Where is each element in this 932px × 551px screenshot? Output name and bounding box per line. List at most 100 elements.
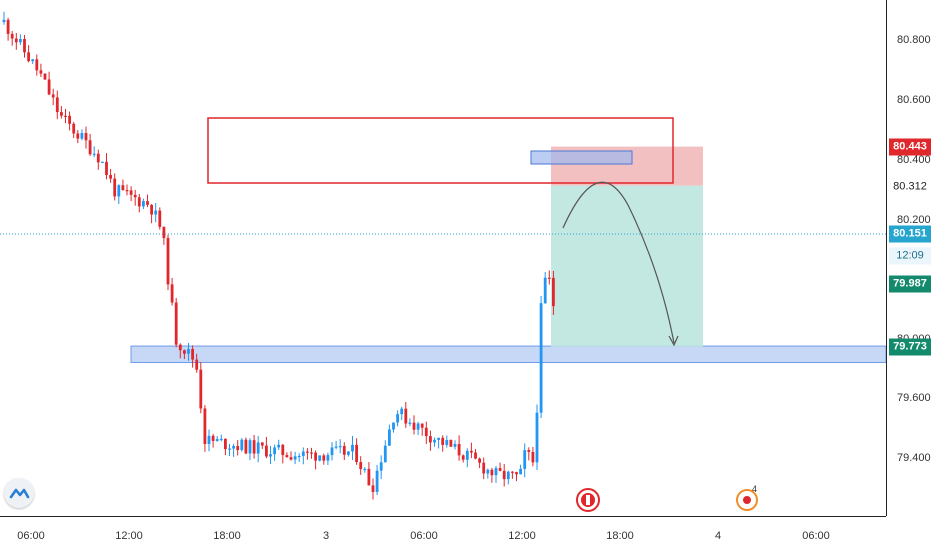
candle-body: [199, 369, 203, 409]
event-count-badge: 4: [752, 484, 758, 494]
support-zone: [130, 345, 886, 363]
candle-body: [301, 451, 305, 456]
candle-body: [523, 450, 527, 469]
candle-body: [449, 440, 453, 447]
candle-body: [88, 140, 92, 155]
target-price-label: 79.773: [889, 338, 931, 356]
candle-body: [408, 422, 412, 424]
tradingview-logo-icon[interactable]: [4, 478, 34, 508]
candle-body: [125, 190, 129, 192]
price-chart[interactable]: [0, 0, 886, 516]
candle-body: [363, 468, 367, 471]
candle-body: [486, 469, 490, 474]
candle-body: [351, 444, 354, 452]
candle-body: [470, 450, 473, 453]
candle-body: [133, 194, 137, 198]
projection-arrow: [562, 181, 675, 344]
candle-body: [490, 469, 494, 476]
price-tick: 80.800: [897, 34, 931, 46]
time-tick: 3: [322, 530, 330, 542]
candle-body: [39, 70, 43, 74]
candle-body: [338, 446, 342, 448]
candle-body: [531, 451, 535, 463]
economic-event-icon[interactable]: 4: [735, 484, 763, 519]
candle-body: [51, 94, 55, 98]
candle-body: [355, 444, 358, 463]
bar-countdown-label: 12:09: [889, 247, 931, 265]
candle-body: [478, 458, 481, 463]
candle-body: [375, 470, 379, 492]
candle-body: [170, 284, 174, 303]
candle-body: [146, 201, 149, 205]
candle-body: [506, 471, 510, 480]
candle-body: [224, 438, 227, 450]
candle-body: [412, 422, 416, 430]
candle-body: [137, 197, 141, 207]
candle-body: [162, 226, 166, 239]
candle-body: [334, 446, 338, 448]
candle-body: [396, 414, 399, 423]
candle-body: [84, 133, 88, 141]
candle-body: [60, 112, 63, 116]
candle-body: [96, 153, 100, 163]
price-tick: 79.600: [897, 392, 931, 404]
candle-body: [113, 178, 117, 197]
candle-body: [437, 437, 440, 440]
candle-body: [404, 408, 408, 424]
candle-body: [195, 359, 199, 370]
price-axis[interactable]: 80.800 80.600 80.400 80.200 80.000 79.60…: [886, 0, 932, 516]
candle-body: [433, 439, 436, 443]
candle-body: [453, 443, 457, 447]
candle-body: [527, 450, 531, 452]
candle-body: [482, 462, 486, 474]
candle-body: [265, 445, 268, 457]
candle-body: [515, 472, 518, 475]
projection-arrow-head: [668, 335, 679, 347]
canada-flag-icon[interactable]: [575, 487, 601, 518]
candle-body: [371, 485, 375, 492]
candle-body: [232, 445, 235, 449]
candle-body: [379, 462, 383, 471]
candle-body: [6, 19, 10, 34]
candle-body: [498, 468, 502, 471]
candle-body: [289, 457, 293, 460]
candle-body: [322, 455, 326, 461]
candle-body: [441, 437, 445, 445]
candle-body: [158, 210, 162, 227]
candle-body: [228, 448, 231, 450]
time-axis[interactable]: 06:00 12:00 18:00 3 06:00 12:00 18:00 4 …: [0, 516, 886, 551]
time-tick: 4: [714, 530, 722, 542]
candle-body: [400, 408, 404, 415]
candle-body: [347, 451, 350, 455]
candle-body: [109, 174, 112, 179]
time-tick: 12:00: [508, 530, 536, 542]
stop-loss-price-label: 80.443: [889, 138, 931, 156]
candle-body: [552, 277, 555, 307]
candle-body: [166, 238, 170, 285]
candle-body: [47, 79, 51, 95]
candle-body: [27, 52, 30, 62]
time-tick: 06:00: [802, 530, 830, 542]
candle-body: [211, 435, 215, 441]
time-tick: 18:00: [606, 530, 634, 542]
consolidation-box: [207, 117, 674, 184]
candle-body: [215, 439, 219, 441]
take-profit-zone: [551, 185, 703, 347]
candle-body: [191, 348, 194, 360]
candle-body: [187, 348, 190, 354]
candle-body: [494, 468, 498, 476]
time-tick: 06:00: [410, 530, 438, 542]
candle-body: [207, 435, 211, 444]
candle-body: [392, 422, 395, 430]
candle-body: [445, 440, 449, 445]
candle-body: [342, 446, 346, 455]
candle-body: [174, 302, 178, 345]
candle-body: [101, 161, 104, 164]
candle-body: [35, 59, 39, 71]
candle-body: [260, 442, 264, 446]
candle-body: [129, 190, 133, 195]
candle-body: [142, 201, 145, 207]
candle-body: [273, 447, 276, 455]
candle-body: [511, 471, 514, 473]
candle-body: [154, 210, 158, 215]
